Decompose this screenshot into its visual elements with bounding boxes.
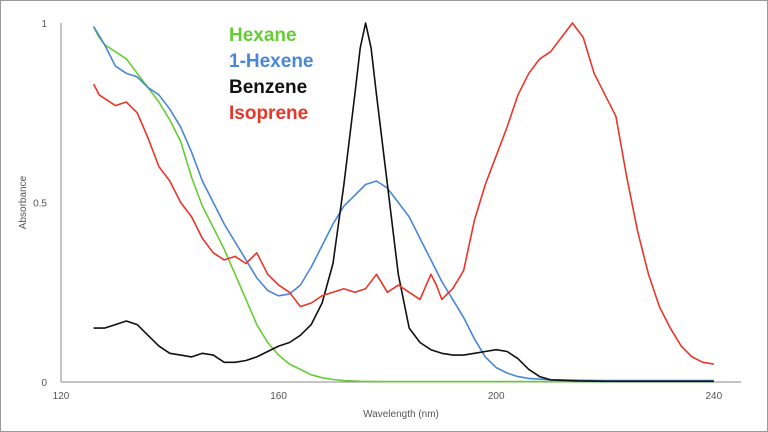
legend: Hexane 1-Hexene Benzene Isoprene bbox=[229, 25, 314, 124]
x-tick-label: 240 bbox=[705, 391, 722, 402]
y-tick-label: 1 bbox=[41, 19, 47, 30]
legend-entry-isoprene: Isoprene bbox=[229, 103, 308, 124]
y-tick-label: 0.5 bbox=[33, 199, 47, 210]
legend-entry-1-hexene: 1-Hexene bbox=[229, 51, 314, 72]
x-axis-label: Wavelength (nm) bbox=[363, 409, 439, 420]
series-line-1-hexene bbox=[92, 26, 714, 382]
x-tick-label: 120 bbox=[53, 391, 70, 402]
series-line-hexane bbox=[92, 26, 714, 383]
legend-entry-hexane: Hexane bbox=[229, 25, 297, 46]
series-layer bbox=[92, 22, 714, 383]
y-axis-label: Absorbance bbox=[18, 175, 29, 229]
x-tick-label: 200 bbox=[488, 391, 505, 402]
series-line-benzene bbox=[93, 22, 714, 383]
x-tick-label: 160 bbox=[270, 391, 287, 402]
y-tick-label: 0 bbox=[41, 378, 47, 389]
series-line-isoprene bbox=[92, 22, 714, 365]
legend-entry-benzene: Benzene bbox=[229, 77, 307, 98]
